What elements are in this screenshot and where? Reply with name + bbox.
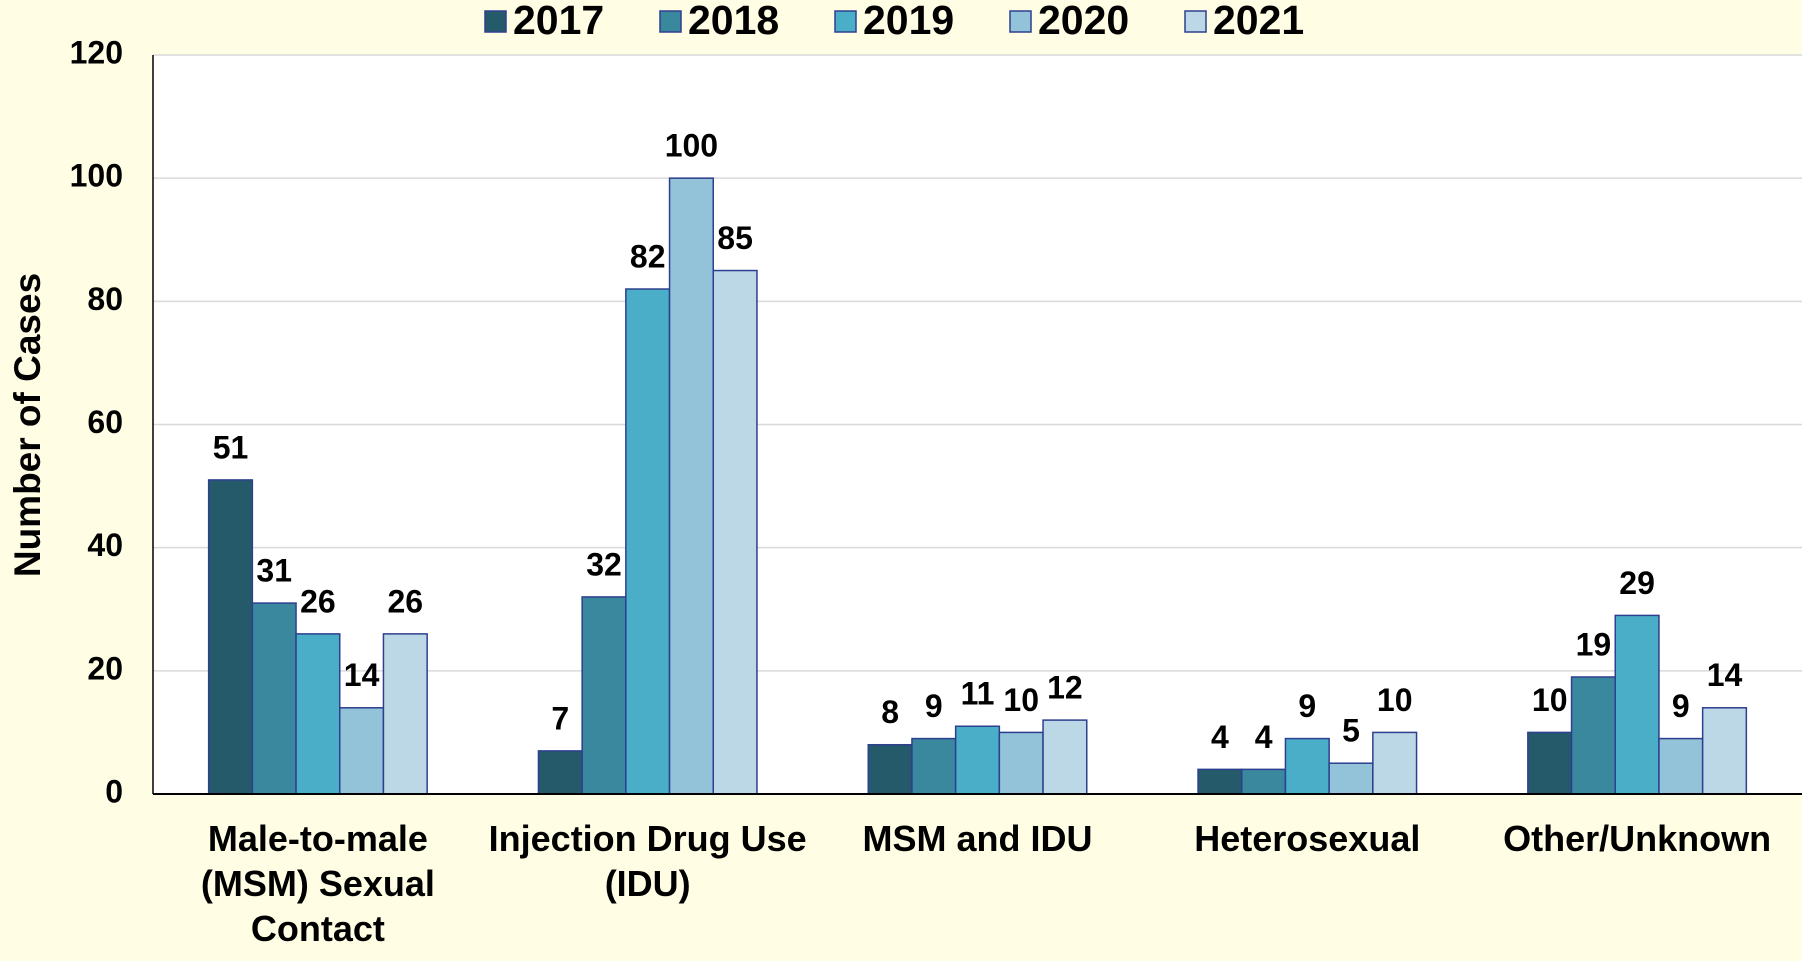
- legend-swatch: [484, 10, 507, 33]
- data-label: 10: [1532, 682, 1568, 718]
- data-label: 4: [1211, 719, 1229, 755]
- bar: [339, 707, 385, 795]
- data-label: 14: [344, 657, 380, 693]
- data-label: 9: [1672, 688, 1690, 724]
- x-tick-label: MSM and IDU: [862, 818, 1093, 859]
- y-axis-title: Number of Cases: [7, 273, 48, 577]
- bar: [668, 177, 714, 795]
- data-label: 11: [961, 676, 995, 712]
- bar: [911, 737, 957, 795]
- legend-label: 2018: [688, 0, 779, 43]
- y-tick-label: 40: [87, 527, 123, 563]
- legend-swatch: [1009, 10, 1032, 33]
- data-label: 9: [1298, 688, 1316, 724]
- data-label: 8: [881, 694, 899, 730]
- bar: [1284, 737, 1330, 795]
- bar: [867, 743, 913, 795]
- bar: [537, 750, 583, 795]
- x-tick-label: Male-to-male (MSM) Sexual Contact: [200, 818, 435, 949]
- y-tick-label: 60: [87, 404, 123, 440]
- legend-swatch: [659, 10, 682, 33]
- data-label: 85: [717, 220, 753, 256]
- bar: [1241, 768, 1287, 795]
- data-label: 26: [300, 583, 336, 619]
- bar: [954, 725, 1001, 795]
- bar: [1701, 707, 1748, 795]
- legend-label: 2019: [863, 0, 954, 43]
- legend-swatch: [834, 10, 857, 33]
- y-tick-label: 120: [70, 34, 123, 70]
- data-label: 31: [256, 553, 292, 589]
- data-label: 19: [1576, 626, 1612, 662]
- bar: [625, 288, 671, 795]
- bar: [1658, 737, 1704, 795]
- bar: [295, 633, 341, 795]
- data-label: 82: [630, 238, 666, 274]
- data-label: 14: [1707, 657, 1743, 693]
- bar: [1328, 762, 1374, 795]
- bar: [382, 633, 428, 795]
- bar: [1042, 719, 1088, 795]
- bar: [1570, 676, 1617, 795]
- bar: [581, 596, 627, 795]
- bar: [207, 479, 254, 795]
- legend-label: 2021: [1213, 0, 1304, 43]
- data-label: 32: [586, 546, 622, 582]
- data-label: 10: [1003, 682, 1039, 718]
- x-tick-label: Other/Unknown: [1503, 818, 1772, 859]
- bar: [1527, 731, 1573, 795]
- data-label: 5: [1342, 713, 1360, 749]
- legend-label: 2020: [1038, 0, 1129, 43]
- y-tick-label: 20: [87, 650, 123, 686]
- data-label: 51: [213, 429, 249, 465]
- data-label: 7: [551, 700, 569, 736]
- bar: [1197, 768, 1243, 795]
- data-label: 10: [1377, 682, 1413, 718]
- bar: [1614, 614, 1660, 795]
- data-label: 26: [388, 583, 424, 619]
- legend-swatch: [1184, 10, 1207, 33]
- data-label: 100: [665, 128, 718, 164]
- x-tick-label: Injection Drug Use (IDU): [488, 818, 807, 904]
- data-label: 4: [1255, 719, 1273, 755]
- bar: [712, 269, 758, 795]
- legend-label: 2017: [513, 0, 604, 43]
- y-tick-label: 100: [70, 158, 123, 194]
- data-label: 12: [1047, 670, 1083, 706]
- bar: [998, 731, 1044, 795]
- data-label: 9: [925, 688, 943, 724]
- y-tick-label: 0: [105, 773, 123, 809]
- bar: [1372, 731, 1418, 795]
- bar: [251, 602, 297, 795]
- y-tick-label: 80: [87, 281, 123, 317]
- data-label: 29: [1619, 565, 1655, 601]
- x-tick-label: Heterosexual: [1194, 818, 1421, 859]
